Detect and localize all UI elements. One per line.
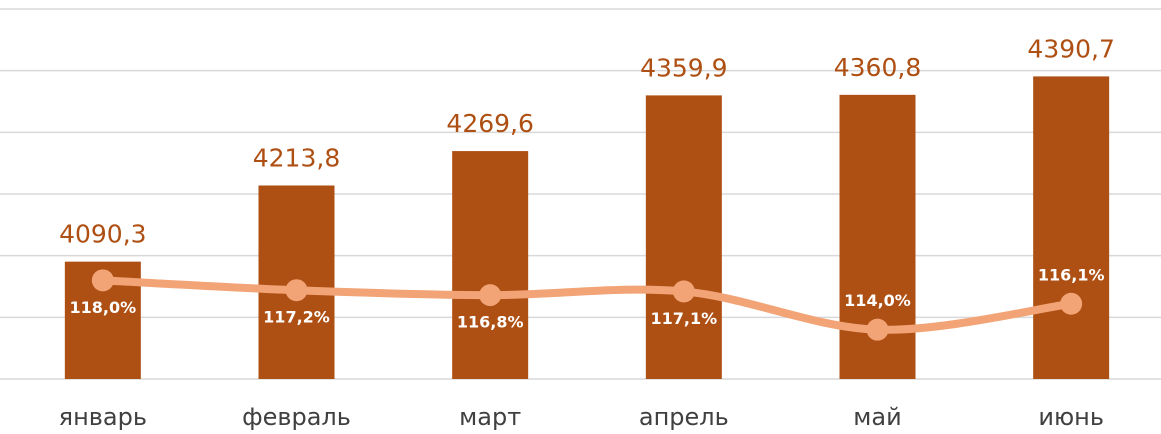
bar-value-label: 4269,6 bbox=[446, 109, 533, 138]
line-point bbox=[91, 269, 114, 292]
x-tick-label: июнь bbox=[1038, 403, 1104, 431]
bar-value-label: 4359,9 bbox=[640, 53, 727, 82]
x-tick-label: февраль bbox=[242, 403, 351, 431]
bar bbox=[1033, 76, 1110, 379]
line-value-label: 117,2% bbox=[263, 308, 330, 327]
x-tick-label: май bbox=[853, 403, 901, 431]
line-point bbox=[285, 279, 308, 302]
bar bbox=[452, 151, 529, 379]
bar-value-label: 4390,7 bbox=[1027, 34, 1114, 63]
line-point bbox=[479, 284, 502, 307]
line-value-label: 116,8% bbox=[457, 313, 524, 332]
line-point bbox=[672, 280, 695, 303]
x-tick-label: январь bbox=[59, 403, 147, 431]
bar-value-label: 4213,8 bbox=[253, 143, 340, 172]
line-value-label: 116,1% bbox=[1038, 265, 1105, 284]
line-value-label: 118,0% bbox=[70, 298, 137, 317]
line-point bbox=[1060, 292, 1083, 315]
x-tick-label: март bbox=[459, 403, 521, 431]
bar-value-label: 4090,3 bbox=[59, 220, 146, 249]
x-tick-label: апрель bbox=[639, 403, 729, 431]
line-point bbox=[866, 318, 889, 341]
line-value-label: 114,0% bbox=[844, 291, 911, 310]
bar-value-label: 4360,8 bbox=[834, 53, 921, 82]
bar bbox=[645, 95, 722, 380]
line bbox=[98, 276, 1076, 334]
line-value-label: 117,1% bbox=[651, 309, 718, 328]
